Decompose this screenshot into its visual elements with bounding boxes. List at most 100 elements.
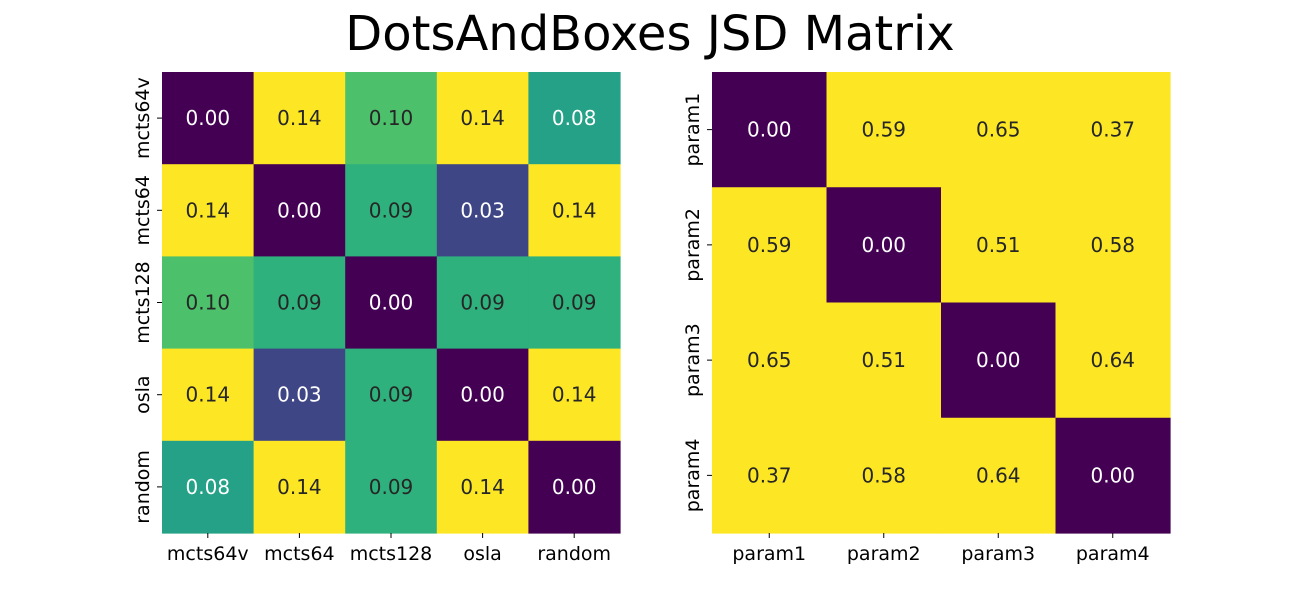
right-cell-label-r2-c0: 0.65 (747, 348, 792, 372)
left-cell-r2-c3 (436, 256, 529, 350)
right-cell-label-r0-c2: 0.65 (976, 118, 1021, 142)
left-cell-label-r4-c4: 0.00 (552, 475, 597, 499)
left-cell-label-r4-c0: 0.08 (186, 475, 231, 499)
right-ytick-label-0: param1 (682, 93, 704, 167)
right-cell-r1-c1 (826, 187, 942, 304)
left-cell-label-r1-c1: 0.00 (277, 198, 322, 222)
right-cell-r2-c1 (826, 302, 942, 419)
right-cell-label-r1-c0: 0.59 (747, 233, 792, 257)
left-cell-r3-c0 (162, 348, 255, 442)
left-cell-label-r0-c0: 0.00 (186, 106, 231, 130)
right-cell-label-r0-c1: 0.59 (861, 118, 906, 142)
right-cell-label-r3-c3: 0.00 (1090, 463, 1135, 487)
right-cell-label-r1-c1: 0.00 (861, 233, 906, 257)
left-cell-r4-c4 (528, 440, 621, 534)
left-xtick-label-4: random (537, 543, 611, 565)
right-ytick-label-3: param4 (682, 438, 704, 512)
left-cell-r1-c4 (528, 164, 621, 257)
right-cell-label-r3-c1: 0.58 (861, 463, 906, 487)
right-cell-label-r2-c2: 0.00 (976, 348, 1021, 372)
left-xtick-label-1: mcts64 (264, 543, 334, 565)
left-cell-r2-c0 (162, 256, 255, 350)
left-cell-label-r1-c3: 0.03 (460, 198, 505, 222)
right-xtick-label-2: param3 (961, 543, 1035, 565)
left-ytick-label-4: random (132, 450, 154, 524)
left-cell-r4-c2 (345, 440, 438, 534)
left-cell-label-r3-c2: 0.09 (369, 383, 414, 407)
left-cell-label-r3-c0: 0.14 (186, 383, 231, 407)
right-cell-r2-c3 (1055, 302, 1171, 419)
left-cell-r1-c1 (253, 164, 346, 257)
right-cell-label-r2-c1: 0.51 (861, 348, 906, 372)
left-cell-label-r1-c0: 0.14 (186, 198, 231, 222)
right-cell-r3-c2 (941, 417, 1057, 534)
right-cell-r0-c2 (941, 72, 1057, 188)
left-cell-label-r1-c4: 0.14 (552, 198, 597, 222)
left-ytick-label-2: mcts128 (132, 261, 154, 344)
right-xtick-label-0: param1 (732, 543, 806, 565)
right-ytick-label-1: param2 (682, 208, 704, 282)
right-xtick-label-1: param2 (847, 543, 921, 565)
left-cell-label-r3-c1: 0.03 (277, 383, 322, 407)
right-ytick-label-2: param3 (682, 323, 704, 397)
right-cell-r3-c3 (1055, 417, 1171, 534)
right-cell-r2-c2 (941, 302, 1057, 419)
left-ytick-label-3: osla (132, 375, 154, 413)
right-cell-r3-c1 (826, 417, 942, 534)
right-cell-r1-c3 (1055, 187, 1171, 304)
left-cell-label-r2-c1: 0.09 (277, 291, 322, 315)
right-cell-label-r1-c3: 0.58 (1090, 233, 1135, 257)
left-xtick-label-3: osla (463, 543, 501, 565)
left-cell-label-r4-c2: 0.09 (369, 475, 414, 499)
left-cell-r3-c2 (345, 348, 438, 442)
left-cell-label-r2-c3: 0.09 (460, 291, 505, 315)
left-cell-label-r4-c1: 0.14 (277, 475, 322, 499)
left-cell-label-r2-c0: 0.10 (186, 291, 231, 315)
right-cell-r0-c1 (826, 72, 942, 188)
left-cell-label-r1-c2: 0.09 (369, 198, 414, 222)
left-ytick-label-0: mcts64v (132, 77, 154, 159)
left-cell-r2-c4 (528, 256, 621, 350)
left-cell-r4-c3 (436, 440, 529, 534)
left-cell-label-r0-c2: 0.10 (369, 106, 414, 130)
figure-title: DotsAndBoxes JSD Matrix (345, 6, 955, 62)
right-cell-r1-c0 (712, 187, 828, 304)
right-cell-r2-c0 (712, 302, 828, 419)
right-xtick-label-3: param4 (1076, 543, 1150, 565)
left-cell-r0-c1 (253, 72, 346, 165)
left-cell-label-r3-c3: 0.00 (460, 383, 505, 407)
left-cell-r1-c2 (345, 164, 438, 257)
left-cell-r4-c1 (253, 440, 346, 534)
left-cell-r3-c1 (253, 348, 346, 442)
left-cell-label-r4-c3: 0.14 (460, 475, 505, 499)
right-cell-label-r0-c3: 0.37 (1090, 118, 1135, 142)
left-cell-label-r0-c1: 0.14 (277, 106, 322, 130)
left-cell-label-r0-c4: 0.08 (552, 106, 597, 130)
right-cell-r1-c2 (941, 187, 1057, 304)
right-cell-r0-c0 (712, 72, 828, 188)
left-cell-label-r3-c4: 0.14 (552, 383, 597, 407)
left-cell-r3-c3 (436, 348, 529, 442)
left-cell-r0-c3 (436, 72, 529, 165)
left-cell-r2-c2 (345, 256, 438, 350)
left-cell-r1-c0 (162, 164, 255, 257)
left-xtick-label-0: mcts64v (167, 543, 249, 565)
left-cell-label-r2-c4: 0.09 (552, 291, 597, 315)
right-cell-r3-c0 (712, 417, 828, 534)
right-cell-label-r3-c0: 0.37 (747, 463, 792, 487)
left-cell-r3-c4 (528, 348, 621, 442)
left-cell-r0-c2 (345, 72, 438, 165)
left-ytick-label-1: mcts64 (132, 175, 154, 245)
right-cell-label-r2-c3: 0.64 (1090, 348, 1135, 372)
left-cell-r2-c1 (253, 256, 346, 350)
right-cell-label-r0-c0: 0.00 (747, 118, 792, 142)
left-cell-r1-c3 (436, 164, 529, 257)
left-xtick-label-2: mcts128 (350, 543, 433, 565)
left-cell-r0-c4 (528, 72, 621, 165)
right-cell-r0-c3 (1055, 72, 1171, 188)
right-cell-label-r3-c2: 0.64 (976, 463, 1021, 487)
left-cell-label-r0-c3: 0.14 (460, 106, 505, 130)
